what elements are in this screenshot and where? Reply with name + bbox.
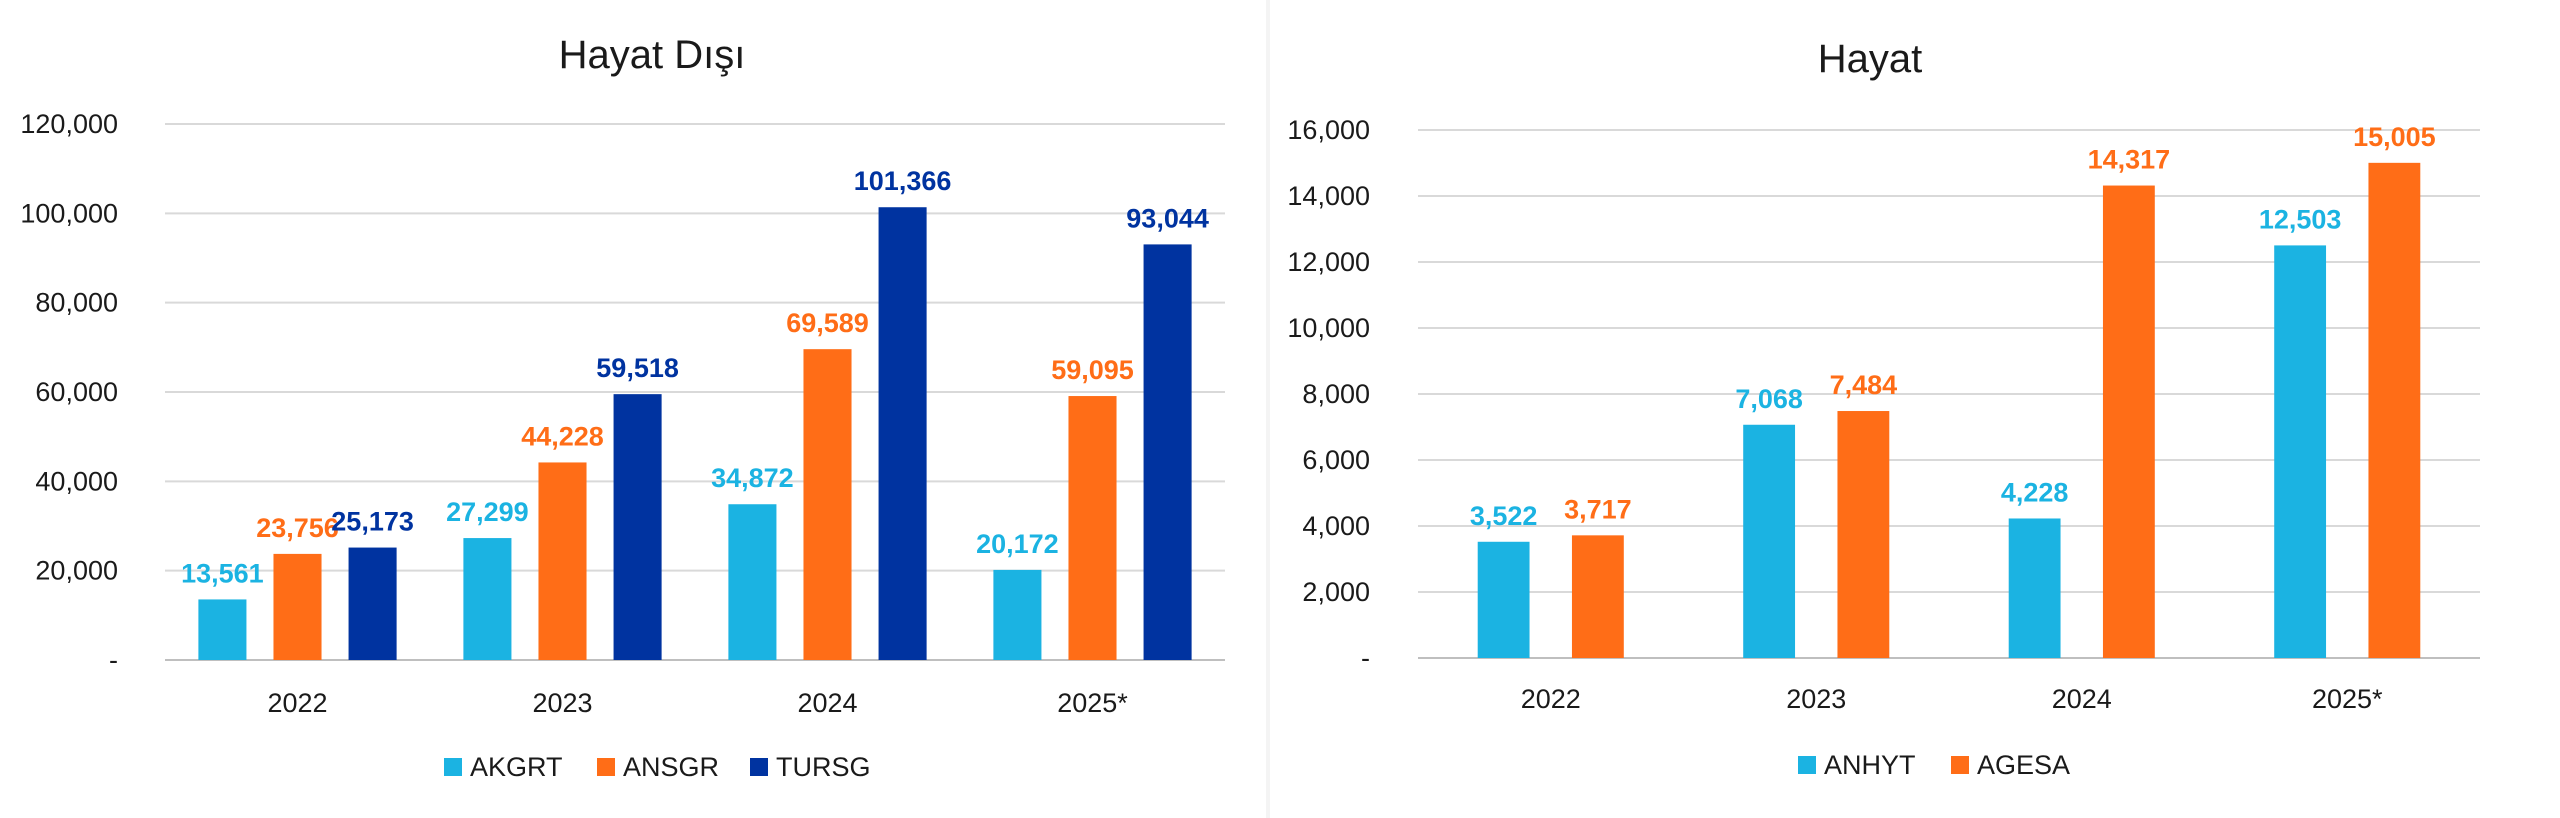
- data-label: 13,561: [181, 558, 264, 588]
- legend-label-akgrt: AKGRT: [470, 752, 563, 782]
- legend-swatch-anhyt: [1798, 756, 1816, 774]
- y-tick-label: 120,000: [20, 109, 118, 139]
- y-tick-label: 4,000: [1302, 511, 1370, 541]
- bar-ansgr-2022: [273, 553, 322, 660]
- x-category-label: 2025*: [2312, 684, 2383, 714]
- data-label: 23,756: [256, 513, 339, 543]
- bar-ansgr-2023: [538, 462, 587, 660]
- bar-tursg-2025: [1143, 244, 1192, 660]
- x-category-label: 2022: [267, 688, 327, 718]
- y-tick-label: -: [1361, 643, 1370, 673]
- y-tick-label: 60,000: [35, 377, 118, 407]
- y-tick-label: 40,000: [35, 466, 118, 496]
- bar-tursg-2022: [348, 547, 397, 660]
- data-label: 25,173: [331, 507, 414, 537]
- chart-panel-hayat: Hayat - 2,000 4,000 6,000 8,000 10,000 12,000 14…: [1270, 0, 2560, 818]
- y-tick-label: 80,000: [35, 288, 118, 318]
- data-label: 27,299: [446, 497, 529, 527]
- data-label: 3,717: [1564, 494, 1632, 524]
- data-label: 14,317: [2088, 145, 2171, 175]
- x-category-label: 2024: [797, 688, 857, 718]
- legend-swatch-tursg: [750, 758, 768, 776]
- data-label: 34,872: [711, 463, 794, 493]
- legend-label-ansgr: ANSGR: [623, 752, 719, 782]
- bar-akgrt-2022: [198, 599, 247, 660]
- x-category-label: 2025*: [1057, 688, 1128, 718]
- legend-label-anhyt: ANHYT: [1824, 750, 1916, 780]
- data-label: 20,172: [976, 529, 1059, 559]
- y-tick-label: 6,000: [1302, 445, 1370, 475]
- bar-tursg-2024: [878, 207, 927, 660]
- bar-tursg-2023: [613, 394, 662, 660]
- legend-swatch-ansgr: [597, 758, 615, 776]
- y-tick-label: 10,000: [1287, 313, 1370, 343]
- legend-swatch-agesa: [1951, 756, 1969, 774]
- bar-anhyt-2024: [2008, 518, 2061, 658]
- data-label: 12,503: [2259, 204, 2342, 234]
- data-label: 3,522: [1470, 501, 1538, 531]
- chart-title: Hayat Dışı: [559, 33, 746, 77]
- data-label: 93,044: [1126, 203, 1209, 233]
- chart-hayat: Hayat - 2,000 4,000 6,000 8,000 10,000 12,000 14…: [1287, 37, 2480, 780]
- bar-agesa-2022: [1571, 535, 1624, 658]
- x-category-label: 2024: [2052, 684, 2112, 714]
- y-tick-label: 8,000: [1302, 379, 1370, 409]
- chart-hayat-disi: Hayat Dışı - 20,000 40,000 60,000 80,000 100,0…: [20, 33, 1225, 782]
- x-category-label: 2022: [1521, 684, 1581, 714]
- bar-agesa-2025: [2368, 162, 2421, 658]
- data-label: 7,484: [1830, 370, 1898, 400]
- data-label: 15,005: [2353, 122, 2436, 152]
- data-label: 59,095: [1051, 355, 1134, 385]
- chart-title: Hayat: [1818, 37, 1923, 81]
- bar-agesa-2023: [1837, 411, 1890, 658]
- x-category-label: 2023: [532, 688, 592, 718]
- y-tick-label: 12,000: [1287, 247, 1370, 277]
- bar-anhyt-2025: [2274, 245, 2327, 658]
- data-label: 4,228: [2001, 477, 2069, 507]
- legend-label-agesa: AGESA: [1977, 750, 2070, 780]
- data-label: 69,589: [786, 308, 869, 338]
- data-label: 7,068: [1735, 384, 1803, 414]
- bar-agesa-2024: [2102, 185, 2155, 658]
- chart-panel-hayat-disi: Hayat Dışı - 20,000 40,000 60,000 80,000 100,0…: [0, 0, 1266, 818]
- y-tick-label: 20,000: [35, 556, 118, 586]
- y-tick-label: 16,000: [1287, 115, 1370, 145]
- bar-akgrt-2023: [463, 538, 512, 660]
- y-tick-label: 14,000: [1287, 181, 1370, 211]
- panel-divider: [1266, 0, 1270, 818]
- legend-swatch-akgrt: [444, 758, 462, 776]
- bar-anhyt-2022: [1477, 541, 1530, 658]
- data-label: 101,366: [854, 166, 952, 196]
- bar-anhyt-2023: [1743, 424, 1796, 658]
- y-tick-label: 2,000: [1302, 577, 1370, 607]
- bar-ansgr-2024: [803, 349, 852, 660]
- y-tick-label: 100,000: [20, 198, 118, 228]
- x-category-label: 2023: [1786, 684, 1846, 714]
- legend-label-tursg: TURSG: [776, 752, 871, 782]
- bar-akgrt-2025: [993, 569, 1042, 660]
- bar-ansgr-2025: [1068, 396, 1117, 660]
- data-label: 59,518: [596, 353, 679, 383]
- bar-akgrt-2024: [728, 504, 777, 660]
- y-tick-label: -: [109, 645, 118, 675]
- data-label: 44,228: [521, 421, 604, 451]
